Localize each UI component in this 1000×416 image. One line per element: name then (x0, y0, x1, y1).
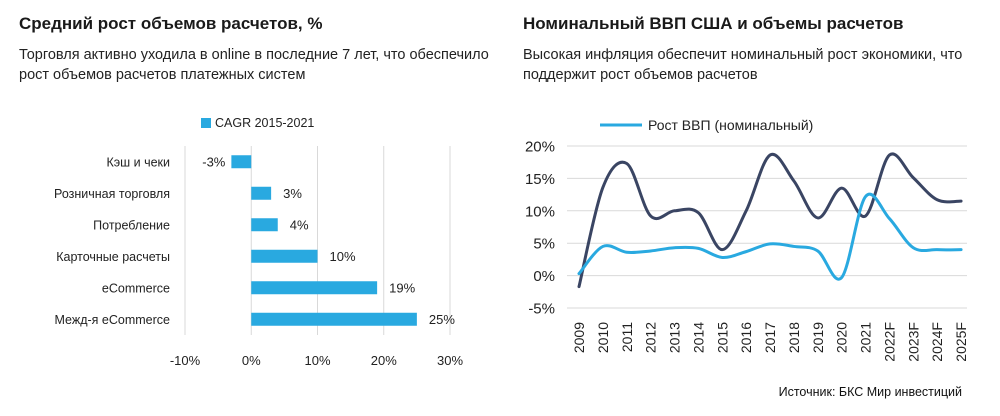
x-tick-label: 10% (304, 353, 330, 368)
bar-chart: CAGR 2015-2021 -10% 0% 10% 20% 30% Кэш и чеки -… (54, 116, 463, 368)
category-label: Розничная торговля (54, 187, 170, 201)
right-chart-subtitle: Высокая инфляция обеспечит номинальный р… (523, 47, 963, 83)
x-tick-label: 2009 (571, 322, 587, 353)
right-chart-title: Номинальный ВВП США и объемы расчетов (523, 14, 904, 33)
y-tick-label: -5% (528, 301, 555, 318)
x-tick-label: 20% (371, 353, 397, 368)
bar (231, 155, 252, 169)
gdp-growth-line (577, 192, 963, 281)
y-tick-label: 15% (525, 171, 555, 188)
bar (251, 218, 278, 232)
left-chart-subtitle: Торговля активно уходила в online в посл… (19, 47, 489, 83)
x-tick-label: 2016 (738, 322, 754, 353)
x-tick-label: 0% (242, 353, 261, 368)
x-tick-label: 2020 (834, 322, 850, 353)
x-tick-label: 2022F (881, 322, 897, 362)
payments-volume-line (577, 152, 963, 289)
y-tick-label: 10% (525, 203, 555, 220)
bar (251, 312, 417, 326)
x-tick-label: 2010 (595, 322, 611, 353)
x-tick-label: -10% (170, 353, 201, 368)
x-tick-label: 2014 (690, 322, 706, 353)
legend-label: CAGR 2015-2021 (215, 116, 314, 130)
bar (251, 249, 318, 263)
category-label: Карточные расчеты (56, 250, 170, 264)
x-tick-label: 30% (437, 353, 463, 368)
legend-label: Рост ВВП (номинальный) (648, 117, 813, 133)
x-tick-label: 2012 (643, 322, 659, 353)
y-tick-label: 20% (525, 139, 555, 156)
category-label: eCommerce (102, 281, 170, 295)
category-label: Межд-я eCommerce (55, 313, 171, 327)
data-label: 19% (389, 280, 415, 295)
x-tick-label: 2013 (667, 322, 683, 353)
bar (251, 281, 378, 295)
x-tick-label: 2024F (929, 322, 945, 362)
category-label: Кэш и чеки (106, 155, 170, 169)
x-tick-label: 2015 (714, 322, 730, 353)
x-tick-label: 2025F (953, 322, 969, 362)
data-label: 4% (290, 217, 309, 232)
source-note: Источник: БКС Мир инвестиций (778, 385, 962, 399)
x-tick-label: 2021 (858, 322, 874, 353)
legend-swatch (201, 118, 211, 128)
y-tick-label: 5% (533, 236, 555, 253)
bar (251, 186, 272, 200)
category-label: Потребление (93, 218, 170, 232)
x-tick-label: 2011 (619, 322, 635, 352)
data-label: -3% (202, 154, 226, 169)
y-tick-label: 0% (533, 268, 555, 285)
data-label: 10% (330, 249, 356, 264)
bar-legend: CAGR 2015-2021 (201, 116, 314, 130)
x-tick-label: 2018 (786, 322, 802, 353)
data-label: 25% (429, 312, 455, 327)
x-tick-label: 2017 (762, 322, 778, 353)
data-label: 3% (283, 186, 302, 201)
left-chart-title: Средний рост объемов расчетов, % (19, 14, 323, 33)
line-legend: Рост ВВП (номинальный) (600, 117, 813, 133)
x-tick-label: 2019 (810, 322, 826, 353)
line-chart: Рост ВВП (номинальный) -5% 0% 5% 10% 15% 20% 20… (525, 117, 969, 362)
x-tick-label: 2023F (905, 322, 921, 362)
